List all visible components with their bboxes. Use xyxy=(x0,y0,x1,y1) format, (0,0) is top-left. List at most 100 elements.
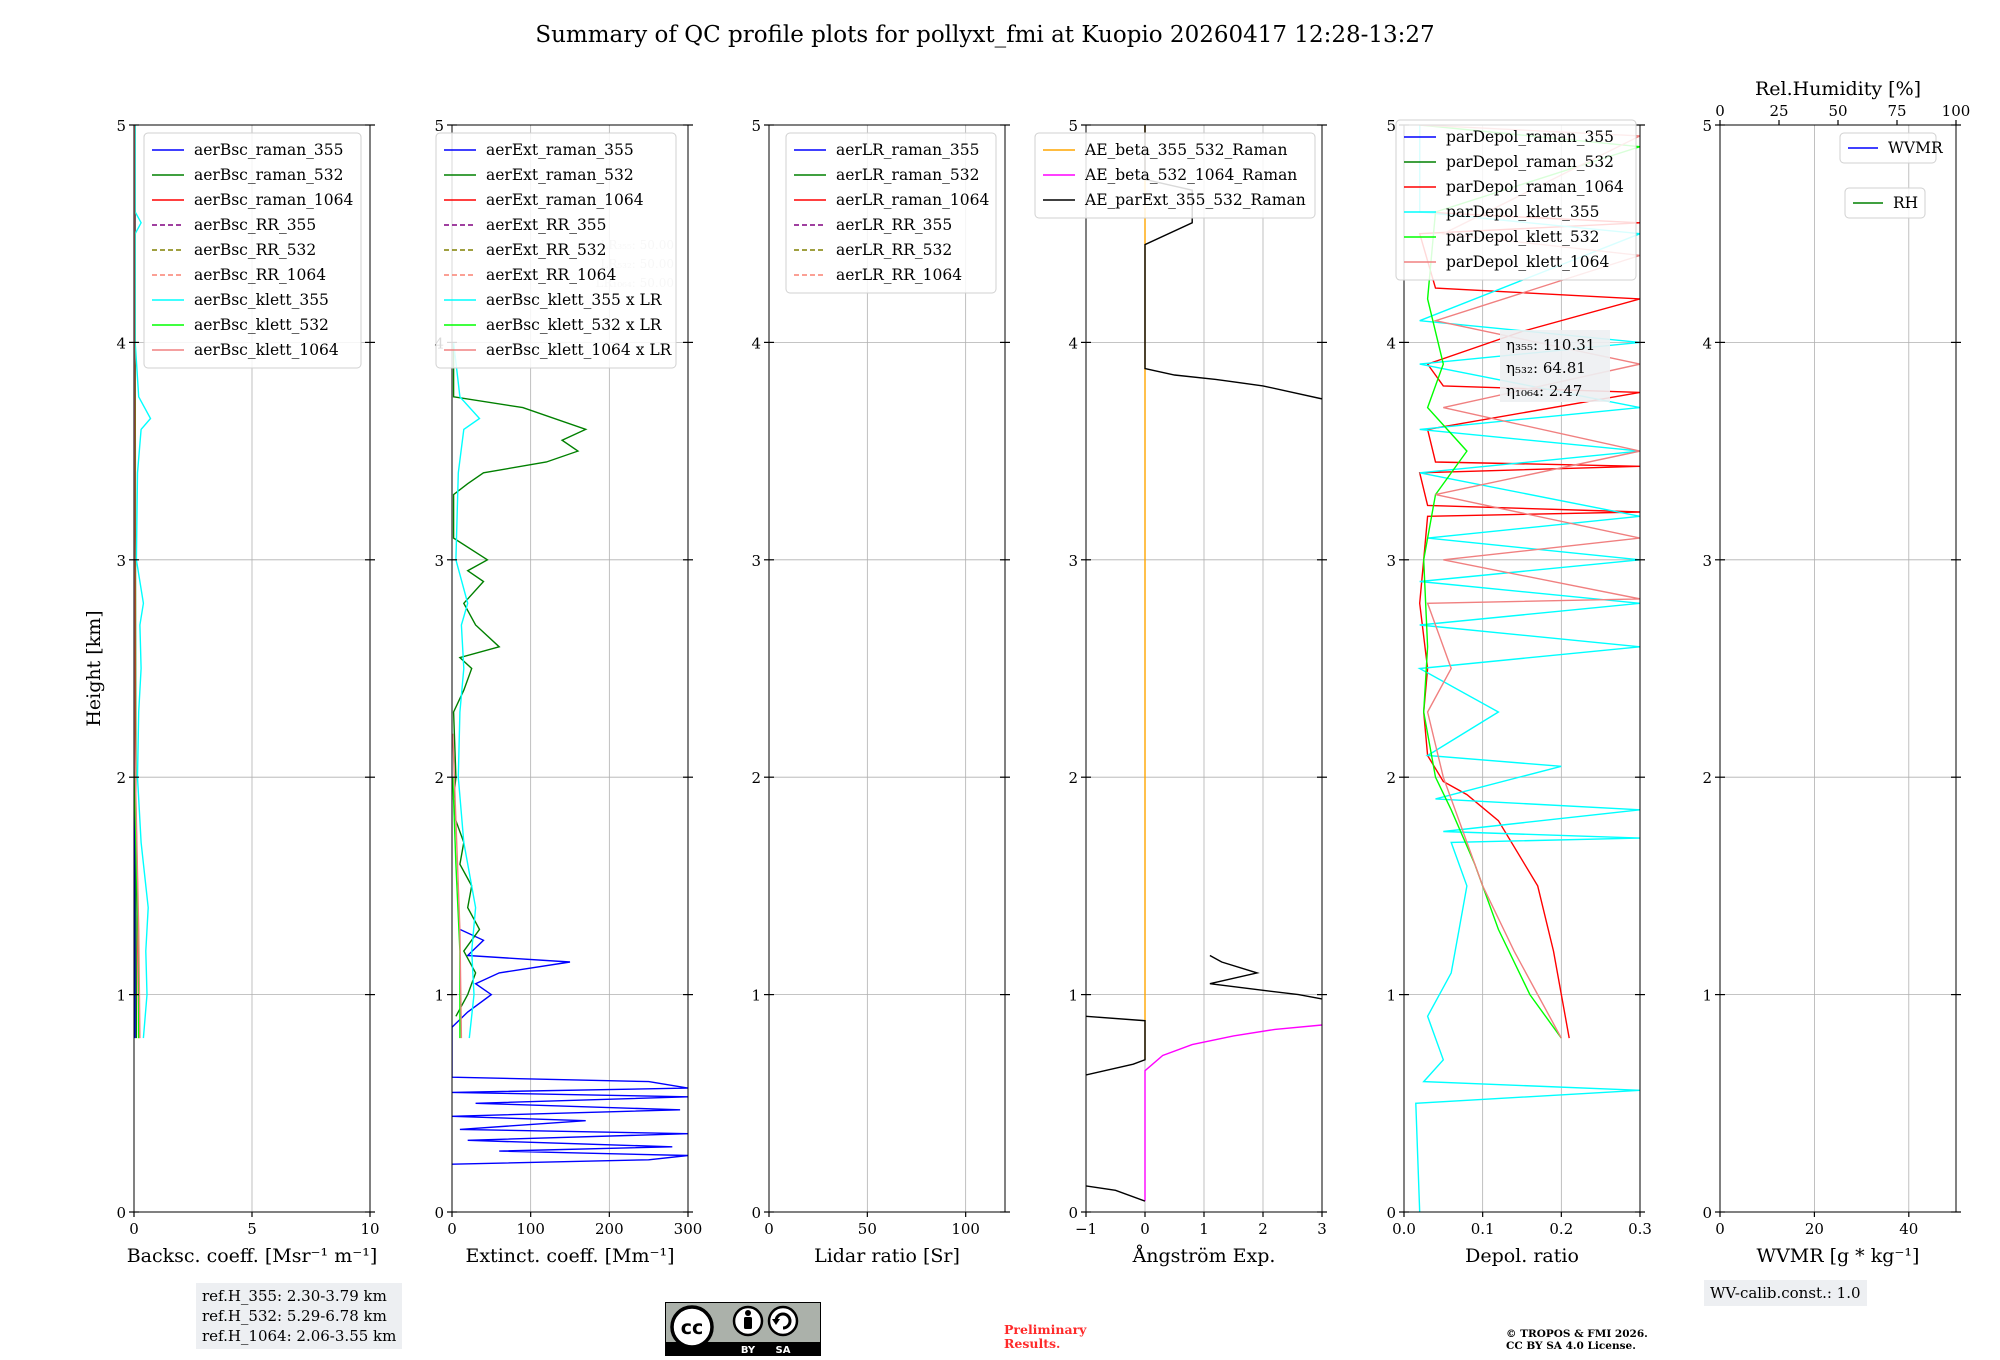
y-tick-label: 4 xyxy=(751,334,761,352)
y-tick-label: 2 xyxy=(116,769,126,787)
series-line-ae-parext-355-532-raman xyxy=(1086,125,1322,1202)
y-tick-label: 4 xyxy=(1068,334,1078,352)
y-tick-label: 2 xyxy=(751,769,761,787)
y-tick-label: 2 xyxy=(1068,769,1078,787)
legend-entry: aerBsc_klett_355 xyxy=(194,291,329,309)
legend-box xyxy=(785,132,997,294)
y-tick-label: 5 xyxy=(1702,117,1712,135)
panel-bsc: 0 1 2 3 4 5 0 5 10 Backsc. coeff. [Msr⁻¹ m⁻¹] Heig… xyxy=(83,117,380,1267)
x-axis-label: WVMR [g * kg⁻¹] xyxy=(1757,1245,1920,1267)
series-line-aerbsc-klett-355 xyxy=(134,125,152,1039)
preliminary-notice: Preliminary Results. xyxy=(1004,1323,1086,1351)
ref-height-532: ref.H_532: 5.29-6.78 km xyxy=(202,1307,387,1325)
legend-entry: AE_parExt_355_532_Raman xyxy=(1084,191,1306,209)
copyright-line-1: © TROPOS & FMI 2026. xyxy=(1506,1328,1648,1340)
legend-entry: parDepol_klett_355 xyxy=(1446,203,1599,221)
x-tick-label: 100 xyxy=(516,1220,545,1238)
y-tick-label: 1 xyxy=(1702,987,1712,1005)
series-line-aerbsc-klett-355-x-lr xyxy=(452,342,481,1039)
legend-entry: aerBsc_raman_532 xyxy=(194,166,344,184)
legend-entry: aerLR_RR_1064 xyxy=(836,266,962,284)
reference-heights-box: ref.H_355: 2.30-3.79 km ref.H_532: 5.29-… xyxy=(196,1283,403,1349)
x-tick-label: 0 xyxy=(764,1220,774,1238)
legend-entry: parDepol_klett_1064 xyxy=(1446,253,1609,271)
legend-entry: parDepol_klett_532 xyxy=(1446,228,1599,246)
y-tick-label: 1 xyxy=(1386,987,1396,1005)
y-tick-label: 3 xyxy=(1386,552,1396,570)
x-tick-label: 200 xyxy=(595,1220,624,1238)
legend-entry: aerExt_raman_355 xyxy=(486,141,634,159)
x-tick-label: 20 xyxy=(1805,1220,1824,1238)
legend-entry: aerBsc_klett_1064 x LR xyxy=(486,341,673,359)
x-tick-label: 50 xyxy=(858,1220,877,1238)
y-tick-label: 5 xyxy=(1386,117,1396,135)
legend-box xyxy=(1395,119,1637,281)
y-tick-label: 4 xyxy=(1386,334,1396,352)
eta-box xyxy=(1500,330,1610,402)
x-axis-label: Ångström Exp. xyxy=(1132,1245,1276,1267)
y-tick-label: 3 xyxy=(434,552,444,570)
legend-entry: aerLR_raman_532 xyxy=(836,166,979,184)
y-tick-label: 1 xyxy=(751,987,761,1005)
top-x-tick-label: 0 xyxy=(1715,102,1725,120)
legend-box xyxy=(435,132,677,369)
x-tick-label: 300 xyxy=(674,1220,703,1238)
page-title: Summary of QC profile plots for pollyxt_… xyxy=(535,22,1435,48)
top-x-tick-label: 50 xyxy=(1828,102,1847,120)
legend-entry: aerExt_raman_1064 xyxy=(486,191,644,209)
ref-height-355: ref.H_355: 2.30-3.79 km xyxy=(202,1287,387,1305)
y-tick-label: 0 xyxy=(434,1204,444,1222)
x-tick-label: 0 xyxy=(1140,1220,1150,1238)
y-tick-label: 2 xyxy=(1702,769,1712,787)
x-tick-label: 5 xyxy=(247,1220,257,1238)
x-tick-label: 40 xyxy=(1899,1220,1918,1238)
top-x-tick-label: 25 xyxy=(1769,102,1788,120)
preliminary-line-2: Results. xyxy=(1004,1336,1061,1351)
y-tick-label: 5 xyxy=(434,117,444,135)
y-tick-label: 2 xyxy=(1386,769,1396,787)
y-tick-label: 5 xyxy=(751,117,761,135)
top-x-axis-label: Rel.Humidity [%] xyxy=(1755,78,1921,100)
legend-box xyxy=(1844,187,1926,219)
y-tick-label: 5 xyxy=(1068,117,1078,135)
legend-box xyxy=(1034,132,1316,219)
y-tick-label: 0 xyxy=(1068,1204,1078,1222)
legend-entry: aerBsc_klett_532 x LR xyxy=(486,316,663,334)
y-tick-label: 0 xyxy=(116,1204,126,1222)
x-tick-label: 0.2 xyxy=(1549,1220,1573,1238)
legend-entry: WVMR xyxy=(1888,139,1944,157)
cc-by-sa-badge: cc BY SA xyxy=(665,1302,821,1356)
ref-height-1064: ref.H_1064: 2.06-3.55 km xyxy=(202,1327,397,1345)
panel-depol: 0 1 2 3 4 5 0.0 0.1 0.2 0.3 Depol. ratio parDepol_r… xyxy=(1386,117,1651,1267)
y-tick-label: 3 xyxy=(1702,552,1712,570)
x-tick-label: 1 xyxy=(1199,1220,1209,1238)
legend-entry: AE_beta_532_1064_Raman xyxy=(1084,166,1297,184)
legend-entry: aerExt_RR_1064 xyxy=(486,266,617,284)
share-alike-icon xyxy=(774,1312,792,1330)
eta-annotation: η₅₃₂: 64.81 xyxy=(1506,359,1586,377)
legend-box xyxy=(143,132,362,369)
eta-annotation: η₁₀₆₄: 2.47 xyxy=(1506,382,1582,400)
cc-badge-sa-text: SA xyxy=(776,1345,791,1356)
series-line-aerext-raman-532 xyxy=(452,342,588,1017)
legend-entry: AE_beta_355_532_Raman xyxy=(1084,141,1287,159)
series-line-pardepol-raman-1064 xyxy=(1418,125,1640,1039)
y-tick-label: 3 xyxy=(751,552,761,570)
x-tick-label: 0.1 xyxy=(1471,1220,1495,1238)
y-tick-label: 4 xyxy=(1702,334,1712,352)
legend-entry: aerBsc_raman_355 xyxy=(194,141,344,159)
x-axis-label: Backsc. coeff. [Msr⁻¹ m⁻¹] xyxy=(127,1245,378,1267)
x-tick-label: 0.0 xyxy=(1392,1220,1416,1238)
legend-entry: aerBsc_klett_355 x LR xyxy=(486,291,663,309)
copyright-line-2: CC BY SA 4.0 License. xyxy=(1506,1340,1636,1352)
x-tick-label: 0 xyxy=(447,1220,457,1238)
legend-entry: aerLR_raman_1064 xyxy=(836,191,989,209)
legend-entry: aerExt_raman_532 xyxy=(486,166,634,184)
copyright-notice: © TROPOS & FMI 2026. CC BY SA 4.0 Licens… xyxy=(1506,1328,1648,1352)
legend-entry: aerExt_RR_532 xyxy=(486,241,607,259)
x-tick-label: 10 xyxy=(360,1220,379,1238)
x-axis-label: Extinct. coeff. [Mm⁻¹] xyxy=(465,1245,674,1267)
